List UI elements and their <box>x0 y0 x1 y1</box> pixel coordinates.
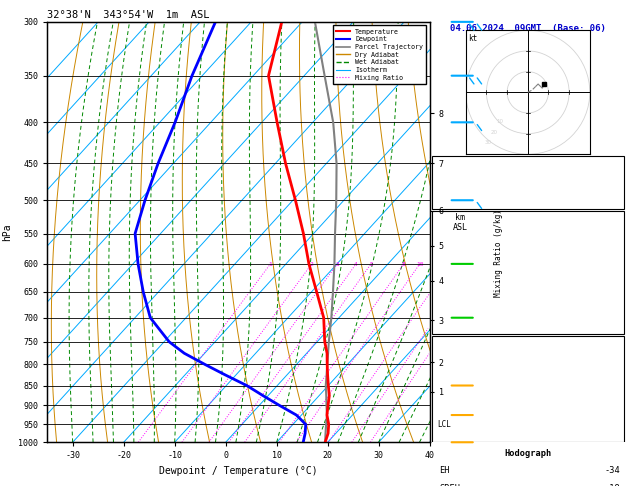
FancyBboxPatch shape <box>431 336 624 442</box>
Text: 2.44: 2.44 <box>599 195 620 204</box>
Text: θₑ(K): θₑ(K) <box>440 268 465 277</box>
Text: Hodograph: Hodograph <box>504 449 552 458</box>
Text: -34: -34 <box>604 467 620 475</box>
Text: 4: 4 <box>354 262 358 267</box>
Text: 0: 0 <box>615 303 620 312</box>
Text: 0: 0 <box>615 429 620 438</box>
Text: 2: 2 <box>310 262 314 267</box>
Text: Most Unstable: Most Unstable <box>494 341 562 349</box>
Text: CAPE (J): CAPE (J) <box>440 303 482 312</box>
Text: 3: 3 <box>335 262 339 267</box>
FancyBboxPatch shape <box>431 156 624 208</box>
Text: 321: 321 <box>604 376 620 385</box>
Text: 10: 10 <box>416 262 423 267</box>
Text: Surface: Surface <box>509 215 546 224</box>
Text: 8: 8 <box>402 262 406 267</box>
Text: 15.2: 15.2 <box>599 250 620 259</box>
Y-axis label: km
ASL: km ASL <box>453 213 468 232</box>
Text: Pressure (mb): Pressure (mb) <box>440 358 508 367</box>
Text: 29: 29 <box>610 177 620 187</box>
Text: 8: 8 <box>615 286 620 295</box>
FancyBboxPatch shape <box>431 444 624 486</box>
Text: Temp (°C): Temp (°C) <box>440 233 487 242</box>
Text: 8: 8 <box>615 394 620 402</box>
Text: © weatheronline.co.uk: © weatheronline.co.uk <box>479 429 576 438</box>
Text: 04.06.2024  09GMT  (Base: 06): 04.06.2024 09GMT (Base: 06) <box>450 24 606 33</box>
Text: CIN (J): CIN (J) <box>440 321 476 330</box>
Text: Lifted Index: Lifted Index <box>440 394 503 402</box>
Text: 6: 6 <box>615 160 620 169</box>
Text: 0: 0 <box>615 411 620 420</box>
FancyBboxPatch shape <box>431 210 624 334</box>
Text: EH: EH <box>440 467 450 475</box>
Text: CAPE (J): CAPE (J) <box>440 411 482 420</box>
Y-axis label: hPa: hPa <box>3 223 13 241</box>
Text: 19.5: 19.5 <box>599 233 620 242</box>
Text: θₑ (K): θₑ (K) <box>440 376 471 385</box>
Text: Totals Totals: Totals Totals <box>440 177 508 187</box>
Text: -18: -18 <box>604 484 620 486</box>
Text: 5: 5 <box>369 262 373 267</box>
Text: Lifted Index: Lifted Index <box>440 286 503 295</box>
Text: 1018: 1018 <box>599 358 620 367</box>
Text: CIN (J): CIN (J) <box>440 429 476 438</box>
Text: 32°38'N  343°54'W  1m  ASL: 32°38'N 343°54'W 1m ASL <box>47 10 209 20</box>
Text: LCL: LCL <box>437 420 451 429</box>
Text: Dewp (°C): Dewp (°C) <box>440 250 487 259</box>
Text: 1: 1 <box>269 262 272 267</box>
Text: PW (cm): PW (cm) <box>440 195 476 204</box>
Text: K: K <box>440 160 445 169</box>
X-axis label: Dewpoint / Temperature (°C): Dewpoint / Temperature (°C) <box>159 466 318 476</box>
Text: 321: 321 <box>604 268 620 277</box>
Text: SREH: SREH <box>440 484 460 486</box>
Legend: Temperature, Dewpoint, Parcel Trajectory, Dry Adiabat, Wet Adiabat, Isotherm, Mi: Temperature, Dewpoint, Parcel Trajectory… <box>333 25 426 84</box>
Text: Mixing Ratio (g/kg): Mixing Ratio (g/kg) <box>494 209 503 297</box>
Text: 0: 0 <box>615 321 620 330</box>
